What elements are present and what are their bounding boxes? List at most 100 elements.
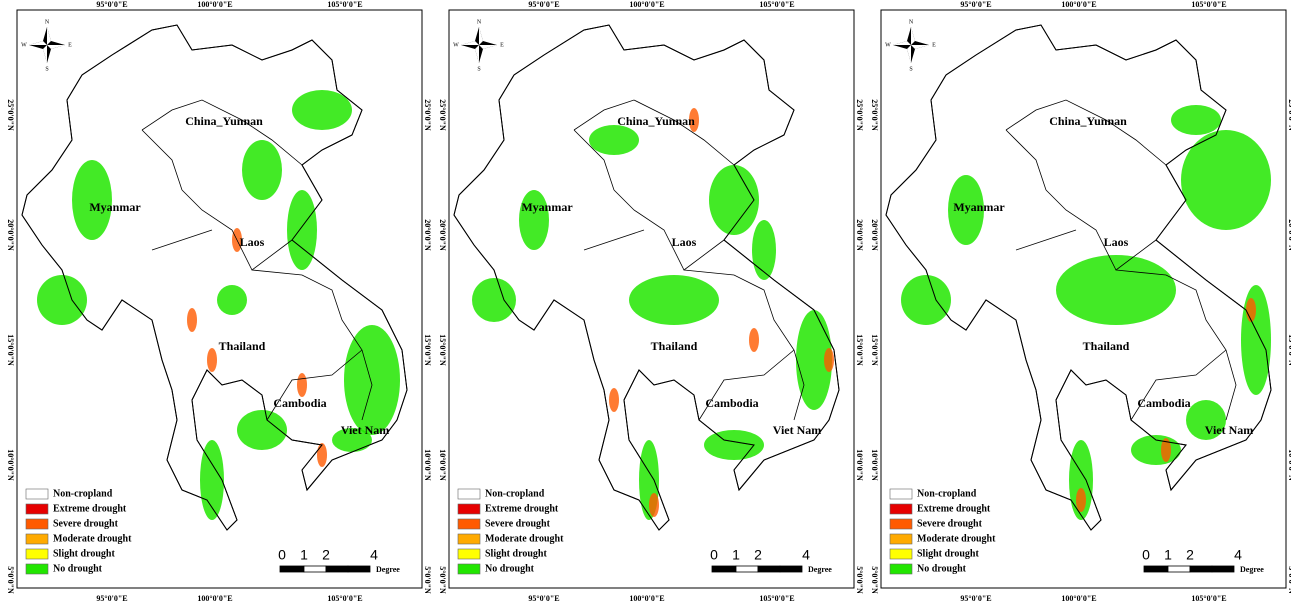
- scale-label: 0: [278, 547, 286, 563]
- cropland-patch: [287, 190, 317, 270]
- scale-unit: Degree: [1240, 565, 1264, 574]
- land-outline: [21, 24, 408, 531]
- legend-swatch: [457, 518, 481, 530]
- legend-label: Non-cropland: [917, 488, 977, 499]
- drought-patch: [749, 328, 759, 352]
- country-border: [698, 349, 795, 421]
- country-label: Cambodia: [705, 396, 758, 410]
- scale-label: 4: [1234, 547, 1242, 563]
- country-label: Myanmar: [521, 200, 573, 214]
- country-label: Viet Nam: [773, 423, 822, 437]
- cropland-patch: [344, 325, 400, 435]
- drought-patch: [609, 388, 619, 412]
- compass-star: [893, 27, 929, 63]
- graticule-label: 100°0'0"E: [1061, 594, 1096, 603]
- scale-unit: Degree: [376, 565, 400, 574]
- graticule-label: 10°0'0"N: [1287, 449, 1291, 481]
- legend-swatch: [457, 488, 481, 500]
- cropland-patch: [1069, 440, 1093, 520]
- country-border: [1005, 129, 1047, 191]
- scale-label: 0: [1142, 547, 1150, 563]
- country-border: [181, 189, 293, 271]
- graticule-label: 10°0'0"N: [423, 449, 432, 481]
- cropland-patch: [1171, 105, 1221, 135]
- legend-label: Slight drought: [53, 548, 115, 559]
- drought-patch: [207, 348, 217, 372]
- compass-letter: W: [453, 42, 459, 48]
- legend-label: Extreme drought: [53, 503, 127, 514]
- graticule-label: 15°0'0"N: [423, 334, 432, 366]
- graticule-label: 10°0'0"N: [870, 449, 879, 481]
- legend-label: Extreme drought: [485, 503, 559, 514]
- country-border: [141, 129, 183, 191]
- cropland-patch: [1181, 130, 1271, 230]
- country-label: Viet Nam: [341, 423, 390, 437]
- compass-letter: W: [885, 42, 891, 48]
- cropland-patch: [709, 165, 759, 235]
- graticule-label: 5°0'0"N: [6, 566, 15, 594]
- graticule-label: 95°0'0"E: [960, 594, 991, 603]
- legend-swatch: [457, 548, 481, 560]
- graticule-label: 105°0'0"E: [327, 594, 362, 603]
- compass-letter: E: [68, 42, 72, 48]
- graticule-label: 100°0'0"E: [629, 0, 664, 9]
- compass-letter: N: [45, 19, 50, 25]
- cropland-patch: [519, 190, 549, 250]
- compass-star: [461, 27, 497, 63]
- drought-patch: [1246, 298, 1256, 322]
- graticule-label: 20°0'0"N: [870, 219, 879, 251]
- country-label: Cambodia: [1137, 396, 1190, 410]
- graticule-label: 5°0'0"N: [438, 566, 447, 594]
- graticule-label: 20°0'0"N: [1287, 219, 1291, 251]
- country-border: [573, 99, 735, 166]
- compass-star: [29, 27, 65, 63]
- graticule-label: 20°0'0"N: [855, 219, 864, 251]
- graticule-label: 25°0'0"N: [870, 99, 879, 131]
- scale-segment: [735, 565, 759, 573]
- country-label: Myanmar: [953, 200, 1005, 214]
- country-label: Viet Nam: [1205, 423, 1254, 437]
- cropland-patch: [1056, 255, 1176, 325]
- country-label: Laos: [1104, 235, 1129, 249]
- graticule-label: 100°0'0"E: [1061, 0, 1096, 9]
- country-label: China_Yunnan: [617, 114, 695, 128]
- country-label: Cambodia: [273, 396, 326, 410]
- land-outline: [885, 24, 1272, 531]
- country-border: [583, 229, 645, 251]
- compass-letter: S: [477, 66, 480, 72]
- graticule-label: 15°0'0"N: [1287, 334, 1291, 366]
- scale-label: 4: [370, 547, 378, 563]
- graticule-label: 25°0'0"N: [423, 99, 432, 131]
- graticule-label: 10°0'0"N: [6, 449, 15, 481]
- graticule-label: 20°0'0"N: [6, 219, 15, 251]
- scale-label: 4: [802, 547, 810, 563]
- graticule-label: 100°0'0"E: [197, 0, 232, 9]
- legend-swatch: [25, 533, 49, 545]
- graticule-label: 25°0'0"N: [438, 99, 447, 131]
- scale-label: 2: [754, 547, 762, 563]
- map-panel: 95°0'0"E95°0'0"E100°0'0"E100°0'0"E105°0'…: [870, 0, 1291, 603]
- compass-letter: E: [500, 42, 504, 48]
- country-label: Thailand: [651, 339, 698, 353]
- scale-segment: [279, 565, 305, 573]
- cropland-patch: [237, 410, 287, 450]
- graticule-label: 5°0'0"N: [855, 566, 864, 594]
- scale-unit: Degree: [808, 565, 832, 574]
- scale-label: 2: [322, 547, 330, 563]
- scale-segment: [1189, 565, 1213, 573]
- country-label: Myanmar: [89, 200, 141, 214]
- map-panel: 95°0'0"E95°0'0"E100°0'0"E100°0'0"E105°0'…: [438, 0, 864, 603]
- legend-swatch: [457, 563, 481, 575]
- graticule-label: 95°0'0"E: [960, 0, 991, 9]
- graticule-label: 5°0'0"N: [1287, 566, 1291, 594]
- country-label: Thailand: [1083, 339, 1130, 353]
- cropland-patch: [472, 278, 516, 322]
- graticule-label: 100°0'0"E: [629, 594, 664, 603]
- cropland-patch: [901, 275, 951, 325]
- scale-label: 1: [300, 547, 308, 563]
- cropland-patch: [332, 428, 372, 452]
- legend-label: Moderate drought: [53, 533, 132, 544]
- legend-swatch: [457, 533, 481, 545]
- drought-patch: [187, 308, 197, 332]
